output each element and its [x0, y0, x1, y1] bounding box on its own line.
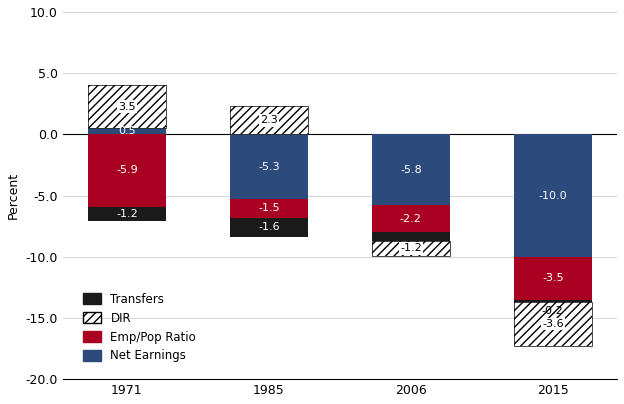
- Bar: [230, 218, 308, 237]
- Text: -0.7: -0.7: [400, 244, 422, 255]
- Bar: [372, 205, 450, 232]
- Bar: [230, 106, 308, 135]
- Text: -0.2: -0.2: [542, 306, 563, 316]
- Bar: [230, 106, 308, 135]
- Bar: [514, 135, 592, 257]
- Bar: [372, 232, 450, 241]
- Bar: [514, 302, 592, 346]
- Text: -5.3: -5.3: [258, 162, 280, 172]
- Bar: [514, 300, 592, 302]
- Text: -1.6: -1.6: [258, 222, 280, 232]
- Text: -1.5: -1.5: [258, 204, 280, 213]
- Bar: [514, 257, 592, 300]
- Bar: [88, 206, 166, 221]
- Text: -5.8: -5.8: [400, 165, 422, 175]
- Bar: [230, 135, 308, 199]
- Text: 3.5: 3.5: [118, 102, 136, 112]
- Bar: [372, 241, 450, 256]
- Text: -2.2: -2.2: [400, 214, 422, 224]
- Text: -3.6: -3.6: [542, 319, 563, 329]
- Y-axis label: Percent: Percent: [7, 172, 20, 219]
- Legend: Transfers, DIR, Emp/Pop Ratio, Net Earnings: Transfers, DIR, Emp/Pop Ratio, Net Earni…: [80, 289, 200, 366]
- Text: -1.2: -1.2: [400, 243, 422, 253]
- Text: 2.3: 2.3: [260, 115, 278, 125]
- Text: -5.9: -5.9: [116, 166, 138, 175]
- Text: -1.2: -1.2: [116, 209, 138, 219]
- Bar: [88, 128, 166, 135]
- Bar: [88, 135, 166, 206]
- Bar: [230, 199, 308, 218]
- Text: 0.5: 0.5: [118, 126, 136, 136]
- Bar: [372, 135, 450, 205]
- Bar: [372, 241, 450, 256]
- Text: -10.0: -10.0: [539, 191, 567, 200]
- Bar: [88, 85, 166, 128]
- Bar: [88, 85, 166, 128]
- Text: -3.5: -3.5: [542, 273, 563, 283]
- Bar: [514, 302, 592, 346]
